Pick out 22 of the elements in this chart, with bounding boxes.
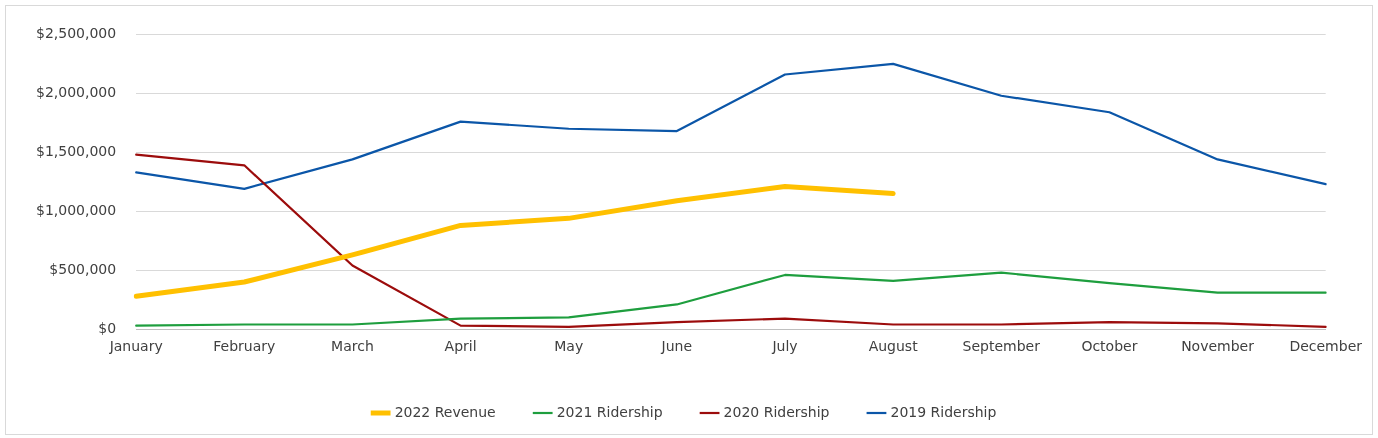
legend-label: 2020 Ridership bbox=[723, 403, 830, 420]
y-tick-label: $2,000,000 bbox=[35, 84, 117, 100]
x-tick-label: May bbox=[554, 338, 584, 355]
y-tick-label: $1,500,000 bbox=[35, 142, 117, 159]
legend-label: 2022 Revenue bbox=[394, 403, 496, 420]
x-tick-label: July bbox=[771, 338, 798, 355]
x-tick-label: April bbox=[444, 338, 477, 355]
x-tick-label: September bbox=[962, 338, 1041, 355]
legend-label: 2021 Ridership bbox=[556, 403, 663, 420]
x-tick-label: October bbox=[1081, 338, 1138, 355]
x-tick-label: November bbox=[1181, 338, 1255, 355]
x-tick-label: March bbox=[331, 338, 374, 355]
x-tick-label: June bbox=[660, 338, 693, 355]
y-tick-label: $500,000 bbox=[49, 260, 117, 277]
x-tick-label: August bbox=[868, 338, 919, 355]
y-tick-label: $2,500,000 bbox=[35, 25, 117, 42]
legend-label: 2019 Ridership bbox=[890, 403, 997, 420]
x-tick-label: December bbox=[1289, 338, 1363, 355]
x-tick-label: February bbox=[213, 338, 276, 355]
x-tick-label: January bbox=[108, 338, 163, 355]
y-tick-label: $0 bbox=[98, 319, 117, 336]
y-tick-label: $1,000,000 bbox=[35, 201, 117, 218]
